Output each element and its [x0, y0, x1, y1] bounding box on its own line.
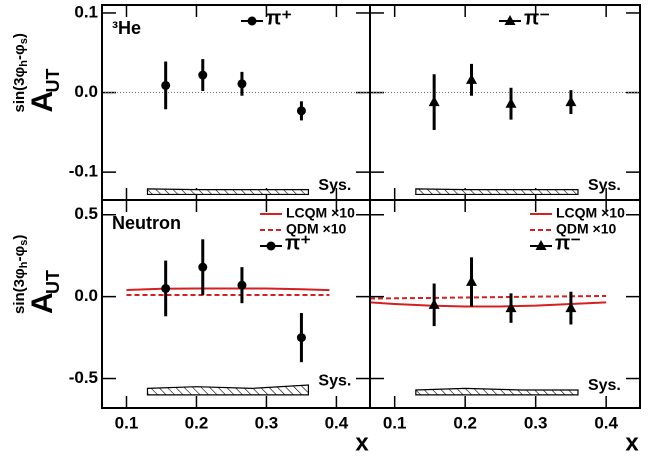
legend-label: LCQM ×10	[556, 205, 625, 221]
x-tick-label: 0.3	[255, 413, 279, 432]
x-tick-label: 0.3	[524, 413, 548, 432]
y-label-part: s	[18, 38, 30, 44]
y-axis-label: AUT sin(3φh-φs)	[11, 235, 63, 314]
legend-label: π⁺	[285, 232, 311, 254]
legend-label: π⁻	[524, 7, 550, 29]
y-label-main: A	[26, 292, 59, 314]
y-label-part: -φ	[11, 44, 28, 60]
sys-label: Sys.	[318, 372, 351, 389]
marker	[565, 96, 577, 107]
legend-label: π⁻	[555, 232, 581, 254]
marker	[296, 333, 306, 343]
y-label-sub: UT	[43, 69, 63, 93]
legend-label: QDM ×10	[556, 221, 617, 237]
marker	[428, 298, 440, 309]
marker	[428, 96, 440, 107]
y-label-part: )	[11, 33, 28, 38]
panel-frame	[101, 4, 371, 201]
sys-band	[415, 387, 579, 396]
sys-band	[415, 188, 579, 196]
marker	[535, 240, 547, 250]
y-axis-label: AUT sin(3φh-φs)	[11, 33, 63, 112]
y-tick-label: 0.0	[74, 286, 98, 305]
y-tick-label: -0.5	[69, 368, 98, 387]
model-curve	[369, 294, 607, 300]
marker	[237, 280, 247, 290]
x-axis-label: x	[625, 429, 639, 456]
y-label-sup: sin(3φh-φs)	[11, 33, 30, 112]
marker	[161, 283, 171, 293]
marker	[505, 97, 517, 108]
sys-band	[146, 188, 310, 196]
model-curve	[126, 287, 330, 292]
x-tick-label: 0.2	[185, 413, 209, 432]
marker	[504, 15, 516, 25]
y-tick-label: 0.1	[74, 2, 98, 21]
y-tick-label: 0.0	[74, 82, 98, 101]
sys-band	[146, 384, 310, 396]
sys-label: Sys.	[588, 177, 621, 194]
legend-label: LCQM ×10	[286, 205, 355, 221]
x-tick-label: 0.1	[383, 413, 407, 432]
marker	[565, 302, 577, 313]
marker	[466, 275, 478, 286]
x-tick-label: 0.4	[594, 413, 618, 432]
sys-label: Sys.	[588, 377, 621, 394]
marker	[237, 79, 247, 89]
marker	[247, 16, 257, 26]
panel-label: Neutron	[112, 213, 181, 233]
x-axis-label: x	[355, 429, 369, 456]
legend-label: π⁺	[266, 7, 292, 29]
x-tick-label: 0.1	[115, 413, 139, 432]
sys-label: Sys.	[318, 177, 351, 194]
y-label-main: A	[26, 91, 59, 113]
y-label-sub: UT	[43, 270, 63, 294]
marker	[296, 106, 306, 116]
panel-frame	[369, 4, 641, 201]
y-label-part: sin(3φ	[11, 66, 28, 112]
panel-frame	[369, 199, 641, 409]
marker	[198, 262, 208, 272]
model-curve	[369, 301, 607, 308]
y-label-part: h	[18, 261, 30, 268]
y-label-part: -φ	[11, 246, 28, 262]
panel-label: ³He	[112, 18, 141, 38]
x-tick-label: 0.4	[325, 413, 349, 432]
y-label-part: s	[18, 240, 30, 246]
y-tick-label: -0.1	[69, 162, 98, 181]
y-label-part: )	[11, 235, 28, 240]
marker	[505, 302, 517, 313]
marker	[466, 73, 478, 84]
marker	[198, 70, 208, 80]
y-tick-label: 0.5	[74, 204, 98, 223]
marker	[161, 80, 171, 90]
x-tick-label: 0.2	[453, 413, 477, 432]
legend-label: QDM ×10	[286, 221, 347, 237]
marker	[266, 241, 276, 251]
y-label-part: sin(3φ	[11, 268, 28, 314]
y-label-sup: sin(3φh-φs)	[11, 235, 30, 314]
y-label-part: h	[18, 60, 30, 67]
